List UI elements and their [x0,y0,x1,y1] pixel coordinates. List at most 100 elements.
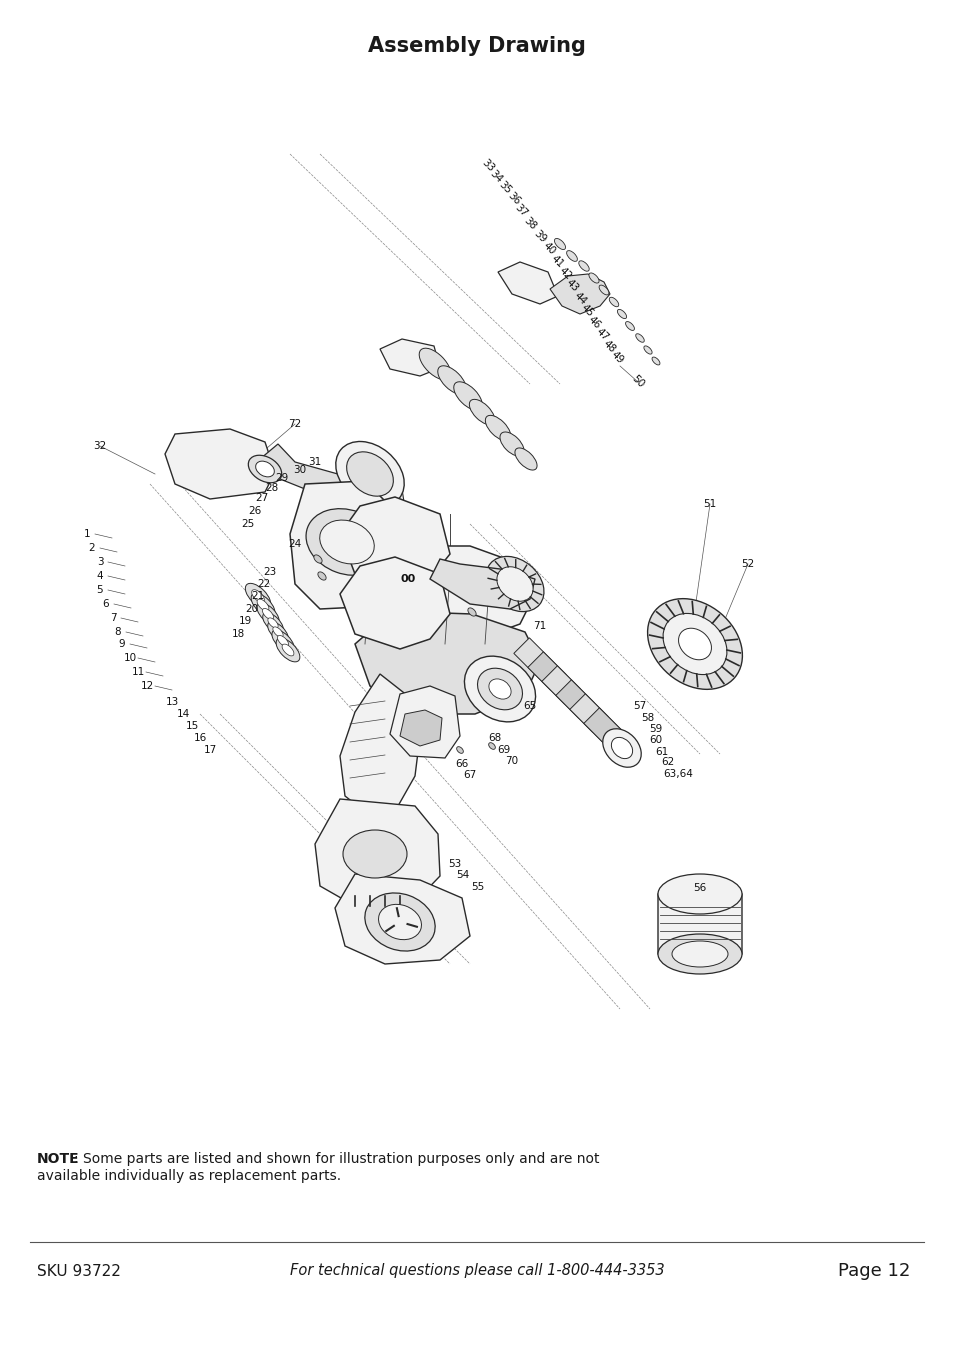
Text: 4: 4 [96,571,103,581]
Ellipse shape [256,598,269,611]
Polygon shape [390,686,459,758]
Polygon shape [399,709,441,746]
Text: 57: 57 [633,701,646,711]
Ellipse shape [488,678,511,699]
Text: 66: 66 [455,760,468,769]
Ellipse shape [602,728,640,768]
Text: 65: 65 [523,701,536,711]
Ellipse shape [469,399,495,425]
Ellipse shape [262,613,283,634]
Text: 61: 61 [655,747,668,757]
Text: 14: 14 [176,709,190,719]
Text: 44: 44 [571,291,588,307]
Text: 6: 6 [103,598,110,609]
Ellipse shape [306,509,388,575]
Text: NOTE: NOTE [37,1152,79,1166]
Ellipse shape [268,621,288,642]
Ellipse shape [497,567,533,601]
Ellipse shape [272,630,294,653]
Bar [556,680,607,733]
Ellipse shape [485,556,543,612]
Ellipse shape [255,462,274,477]
Bar [541,666,594,718]
Text: 23: 23 [263,567,276,577]
Text: 28: 28 [265,483,278,493]
Polygon shape [165,429,274,500]
Text: 10: 10 [123,653,136,663]
Text: 39: 39 [531,229,548,245]
Ellipse shape [282,645,294,655]
Polygon shape [260,444,350,500]
Text: 8: 8 [114,627,121,636]
Text: 7: 7 [110,613,116,623]
Text: 3: 3 [96,556,103,567]
Text: Assembly Drawing: Assembly Drawing [368,37,585,56]
Text: 56: 56 [693,883,706,894]
Ellipse shape [335,441,404,506]
Text: 58: 58 [640,714,654,723]
Ellipse shape [488,742,495,749]
Polygon shape [314,799,439,906]
Text: 59: 59 [649,724,662,734]
Polygon shape [550,274,609,314]
Text: 1: 1 [84,529,91,539]
Text: SKU 93722: SKU 93722 [37,1263,121,1278]
Polygon shape [335,477,403,519]
Ellipse shape [248,455,281,483]
Ellipse shape [256,603,279,626]
Ellipse shape [647,598,741,689]
Text: 43: 43 [563,278,579,294]
Text: 15: 15 [185,720,198,731]
Ellipse shape [252,590,264,603]
Text: 20: 20 [245,604,258,613]
Ellipse shape [437,366,466,394]
Ellipse shape [566,250,577,261]
Text: 40: 40 [540,241,557,257]
Text: 62: 62 [660,757,674,766]
Polygon shape [355,546,535,645]
Ellipse shape [467,608,476,616]
Ellipse shape [277,635,288,646]
Text: 35: 35 [497,180,513,196]
Polygon shape [339,674,419,814]
Text: 16: 16 [193,733,207,743]
Text: 33: 33 [479,158,496,175]
Text: 52: 52 [740,559,754,569]
Ellipse shape [658,934,741,974]
Text: 37: 37 [513,203,529,219]
Polygon shape [658,876,741,972]
Text: 21: 21 [251,590,264,601]
Ellipse shape [658,873,741,914]
Bar [527,651,579,704]
Ellipse shape [588,274,598,283]
Text: 71: 71 [533,621,546,631]
Text: 18: 18 [232,630,244,639]
Text: 68: 68 [488,733,501,743]
Ellipse shape [515,448,537,470]
Text: 31: 31 [308,458,321,467]
Ellipse shape [554,238,565,249]
Text: 60: 60 [649,735,662,745]
Polygon shape [379,338,439,376]
Text: 46: 46 [585,314,601,332]
Ellipse shape [625,321,634,330]
Text: 70: 70 [505,756,518,766]
Polygon shape [339,497,450,589]
Ellipse shape [643,345,652,355]
Ellipse shape [499,432,523,456]
Text: 63,64: 63,64 [662,769,692,779]
Bar [583,708,636,760]
Ellipse shape [319,520,374,563]
Text: 19: 19 [238,616,252,626]
Ellipse shape [346,452,393,496]
Ellipse shape [343,830,407,877]
Ellipse shape [364,892,435,951]
Text: 26: 26 [248,506,261,516]
Ellipse shape [617,310,626,318]
Text: 34: 34 [487,169,504,185]
Ellipse shape [456,746,463,753]
Text: 13: 13 [165,697,178,707]
Polygon shape [430,559,535,609]
Text: 49: 49 [608,349,624,366]
Text: 47: 47 [593,326,610,343]
